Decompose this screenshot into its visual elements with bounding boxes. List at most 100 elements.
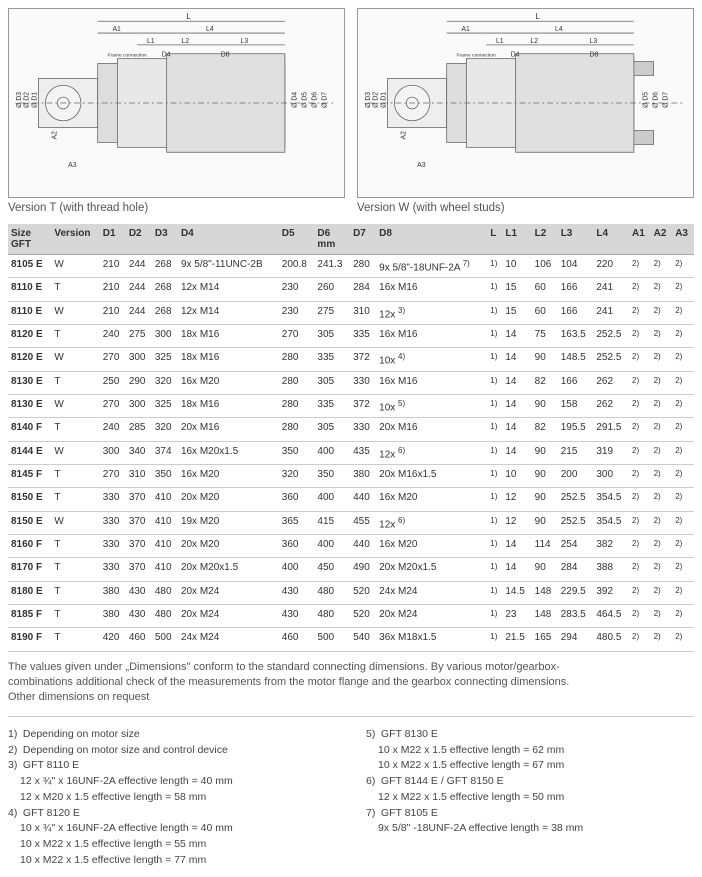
cell: 20x M20x1.5 bbox=[178, 558, 279, 581]
cell: 284 bbox=[350, 278, 376, 301]
table-row: 8120 EW27030032518x M1628033537210x 4) 1… bbox=[8, 348, 694, 371]
cell: 75 bbox=[532, 324, 558, 347]
cell: 410 bbox=[152, 488, 178, 511]
cell: 500 bbox=[314, 628, 350, 651]
col-header: D8 bbox=[376, 224, 487, 255]
cell: 8185 F bbox=[8, 604, 51, 627]
svg-text:L4: L4 bbox=[206, 26, 214, 33]
cell: 14 bbox=[502, 324, 531, 347]
cell: 275 bbox=[126, 324, 152, 347]
cell: 410 bbox=[152, 558, 178, 581]
footnote-line: 1) Depending on motor size bbox=[8, 727, 336, 743]
cell: 20x M16 bbox=[376, 418, 487, 441]
cell: 10x 5) bbox=[376, 394, 487, 417]
cell: 2) bbox=[672, 441, 694, 464]
cell: 158 bbox=[558, 394, 594, 417]
footnote-line: 5) GFT 8130 E bbox=[366, 727, 694, 743]
cell: 430 bbox=[126, 581, 152, 604]
footnote-line: 12 x M22 x 1.5 effective length = 50 mm bbox=[366, 790, 694, 806]
cell: 241.3 bbox=[314, 255, 350, 278]
cell: 300 bbox=[126, 348, 152, 371]
cell: 325 bbox=[152, 348, 178, 371]
cell: 540 bbox=[350, 628, 376, 651]
table-row: 8144 EW30034037416x M20x1.535040043512x … bbox=[8, 441, 694, 464]
cell: 241 bbox=[593, 301, 629, 324]
cell: 2) bbox=[651, 534, 673, 557]
cell: T bbox=[51, 324, 99, 347]
cell: 20x M24 bbox=[178, 604, 279, 627]
cell: 284 bbox=[558, 558, 594, 581]
svg-text:L2: L2 bbox=[181, 38, 189, 45]
svg-text:D4: D4 bbox=[162, 52, 171, 59]
cell: 90 bbox=[532, 558, 558, 581]
cell: 335 bbox=[350, 324, 376, 347]
cell: 360 bbox=[279, 488, 315, 511]
cell: 380 bbox=[100, 581, 126, 604]
svg-text:Ø D1: Ø D1 bbox=[32, 92, 39, 108]
cell: 2) bbox=[672, 558, 694, 581]
cell: T bbox=[51, 628, 99, 651]
cell: 24x M24 bbox=[376, 581, 487, 604]
cell: 12x 3) bbox=[376, 301, 487, 324]
cell: 450 bbox=[314, 558, 350, 581]
cell: 254 bbox=[558, 534, 594, 557]
cell: 430 bbox=[126, 604, 152, 627]
svg-text:Ø D3: Ø D3 bbox=[365, 92, 372, 108]
footnote-line: 7) GFT 8105 E bbox=[366, 806, 694, 822]
note-line: The values given under „Dimensions" conf… bbox=[8, 660, 694, 675]
cell: T bbox=[51, 488, 99, 511]
cell: 330 bbox=[100, 488, 126, 511]
table-body: 8105 EW2102442689x 5/8"-11UNC-2B200.8241… bbox=[8, 255, 694, 652]
cell: 2) bbox=[629, 604, 651, 627]
cell: 480 bbox=[152, 581, 178, 604]
cell: 90 bbox=[532, 348, 558, 371]
cell: 2) bbox=[629, 301, 651, 324]
table-row: 8110 ET21024426812x M1423026028416x M16 … bbox=[8, 278, 694, 301]
cell: 520 bbox=[350, 581, 376, 604]
cell: 240 bbox=[100, 418, 126, 441]
cell: 9x 5/8"-18UNF-2A 7) bbox=[376, 255, 487, 278]
cell: 330 bbox=[100, 534, 126, 557]
cell: 240 bbox=[100, 324, 126, 347]
cell: 19x M20 bbox=[178, 511, 279, 534]
col-header: D6mm bbox=[314, 224, 350, 255]
cell: 252.5 bbox=[593, 324, 629, 347]
cell: 215 bbox=[558, 441, 594, 464]
cell: 210 bbox=[100, 278, 126, 301]
table-row: 8170 FT33037041020x M20x1.540045049020x … bbox=[8, 558, 694, 581]
cell: 8150 E bbox=[8, 488, 51, 511]
cell: 200 bbox=[558, 464, 594, 487]
col-header: SizeGFT bbox=[8, 224, 51, 255]
cell: 460 bbox=[279, 628, 315, 651]
cell: 220 bbox=[593, 255, 629, 278]
cell: 8170 F bbox=[8, 558, 51, 581]
cell: 2) bbox=[629, 488, 651, 511]
note-line: Other dimensions on request bbox=[8, 690, 694, 705]
svg-text:L: L bbox=[535, 12, 540, 21]
footnote-line: 10 x M22 x 1.5 effective length = 55 mm bbox=[8, 837, 336, 853]
cell: 310 bbox=[350, 301, 376, 324]
svg-text:Ø D1: Ø D1 bbox=[381, 92, 388, 108]
cell: 1) bbox=[487, 278, 502, 301]
cell: 400 bbox=[314, 534, 350, 557]
cell: 460 bbox=[126, 628, 152, 651]
cell: 305 bbox=[314, 324, 350, 347]
svg-text:Frame connection: Frame connection bbox=[108, 53, 148, 59]
cell: 24x M24 bbox=[178, 628, 279, 651]
cell: 8190 F bbox=[8, 628, 51, 651]
cell: 2) bbox=[651, 301, 673, 324]
cell: 280 bbox=[350, 255, 376, 278]
cell: 354.5 bbox=[593, 511, 629, 534]
col-header: L4 bbox=[593, 224, 629, 255]
cell: 440 bbox=[350, 488, 376, 511]
cell: 2) bbox=[629, 511, 651, 534]
svg-text:L3: L3 bbox=[590, 38, 598, 45]
cell: 12x M14 bbox=[178, 301, 279, 324]
cell: 2) bbox=[629, 464, 651, 487]
cell: 2) bbox=[672, 324, 694, 347]
cell: 2) bbox=[672, 255, 694, 278]
cell: 90 bbox=[532, 488, 558, 511]
table-row: 8110 EW21024426812x M1423027531012x 3) 1… bbox=[8, 301, 694, 324]
footnote-line: 10 x ¾" x 16UNF-2A effective length = 40… bbox=[8, 821, 336, 837]
cell: 2) bbox=[672, 534, 694, 557]
